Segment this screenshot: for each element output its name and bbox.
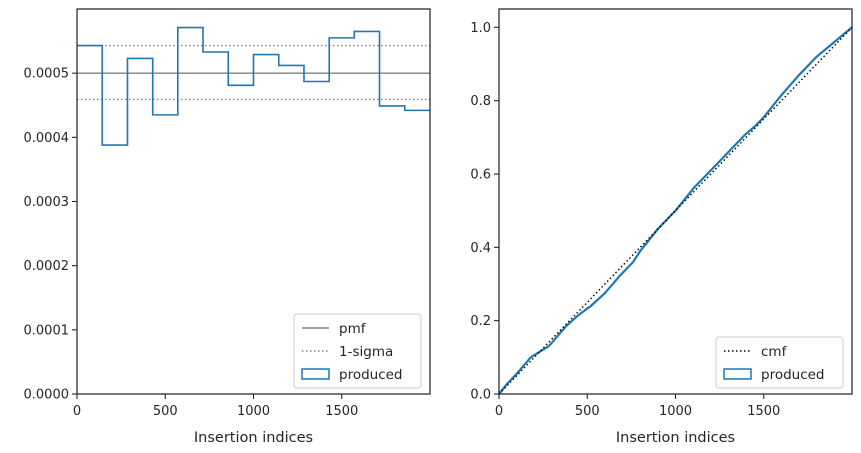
x-tick-label: 1500	[747, 404, 780, 419]
x-tick-label: 0	[73, 404, 81, 419]
x-tick-label: 1500	[325, 404, 358, 419]
right-legend: cmf produced	[715, 336, 844, 389]
x-tick-label: 0	[495, 404, 503, 419]
right-x-axis-label: Insertion indices	[616, 430, 735, 446]
y-tick-label: 0.0005	[24, 67, 70, 82]
left-x-axis-label: Insertion indices	[194, 430, 313, 446]
y-tick-label: 0.8	[470, 94, 491, 109]
legend-label: cmf	[761, 344, 788, 360]
right-axes-frame	[498, 8, 853, 395]
left-axes-frame	[76, 8, 431, 395]
left-y-ticks: 0.0000 0.0001 0.0002 0.0003 0.0004 0.0005	[24, 67, 77, 403]
y-tick-label: 0.6	[470, 168, 491, 183]
legend-label: pmf	[339, 321, 367, 337]
y-tick-label: 0.0004	[24, 131, 70, 146]
x-tick-label: 500	[153, 404, 178, 419]
legend-swatch-produced	[723, 368, 752, 380]
y-tick-label: 0.0003	[24, 195, 70, 210]
left-chart: 0.0000 0.0001 0.0002 0.0003 0.0004 0.0005 0 50…	[24, 8, 431, 446]
x-tick-label: 1000	[659, 404, 692, 419]
x-tick-label: 500	[575, 404, 600, 419]
y-tick-label: 1.0	[470, 21, 491, 36]
legend-label: produced	[339, 367, 403, 383]
y-tick-label: 0.0	[470, 388, 491, 403]
left-x-ticks: 0 500 1000 1500	[73, 394, 358, 419]
y-tick-label: 0.2	[470, 314, 491, 329]
y-tick-label: 0.0002	[24, 259, 70, 274]
left-chart-marks	[77, 26, 430, 146]
legend-box	[715, 336, 844, 389]
y-tick-label: 0.0000	[24, 388, 70, 403]
right-y-ticks: 0.0 0.2 0.4 0.6 0.8 1.0	[470, 21, 499, 403]
legend-label: 1-sigma	[339, 344, 393, 360]
right-x-ticks: 0 500 1000 1500	[495, 394, 780, 419]
left-legend: pmf 1-sigma produced	[293, 313, 422, 389]
y-tick-label: 0.4	[470, 241, 491, 256]
legend-swatch-produced	[301, 368, 330, 380]
right-chart: 0.0 0.2 0.4 0.6 0.8 1.0 0 500 1000 1500 Insertio…	[470, 8, 853, 446]
cmf-line	[498, 26, 853, 395]
y-tick-label: 0.0001	[24, 323, 70, 338]
produced-histogram	[77, 26, 430, 146]
x-tick-label: 1000	[237, 404, 270, 419]
right-chart-marks	[498, 26, 853, 395]
legend-label: produced	[761, 367, 825, 383]
